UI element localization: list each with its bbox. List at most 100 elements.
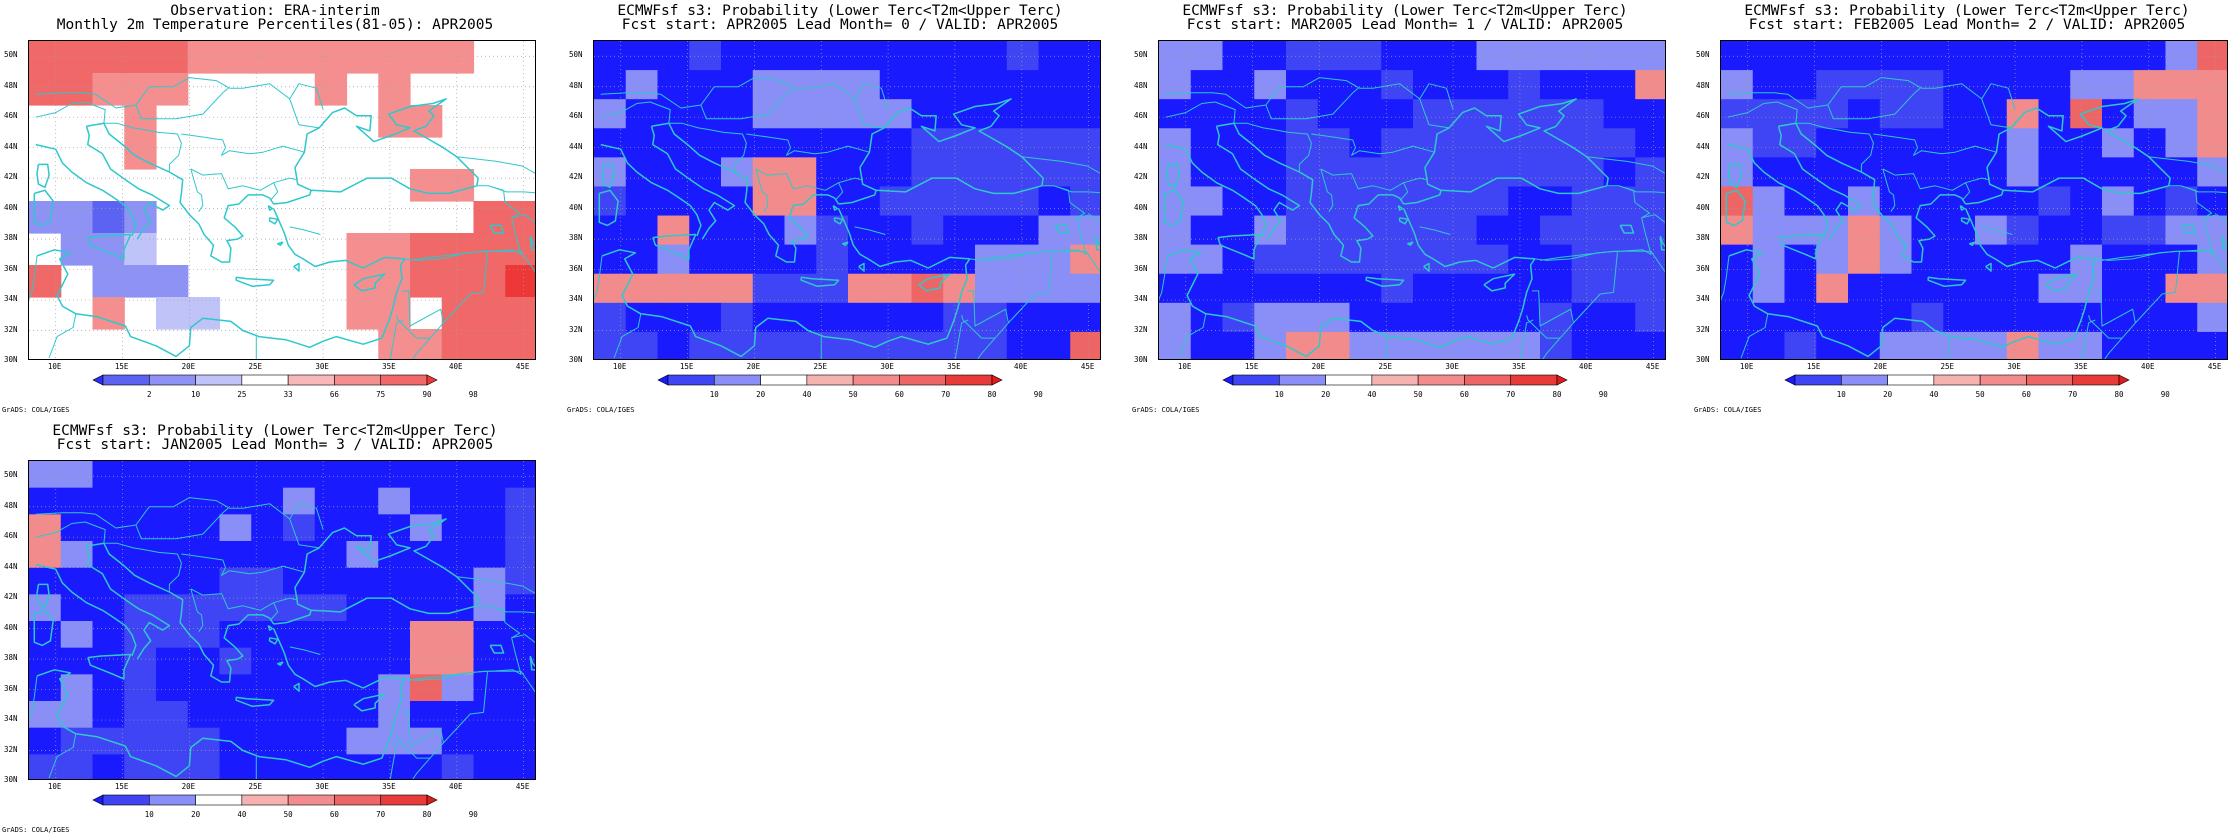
data-cell xyxy=(505,265,535,298)
data-cell xyxy=(1879,331,1913,359)
data-cell xyxy=(60,514,94,542)
lon-tick-label: 45E xyxy=(2207,362,2222,371)
data-cell xyxy=(1381,41,1414,71)
data-cell xyxy=(346,233,379,266)
data-cell xyxy=(816,70,849,100)
border-line xyxy=(1740,313,1769,359)
data-cell xyxy=(124,265,157,298)
data-cell xyxy=(2102,273,2135,304)
data-cell xyxy=(625,70,659,100)
data-cell xyxy=(92,674,125,702)
border-line xyxy=(755,168,769,212)
data-cell xyxy=(784,99,817,129)
data-cell xyxy=(1848,273,1881,304)
coastline xyxy=(1166,208,1536,358)
lat-tick-label: 50N xyxy=(1696,50,1710,60)
panel-lead-1: ECMWFsf s3: Probability (Lower Terc<T2m<… xyxy=(1132,0,1678,420)
data-cell xyxy=(1476,215,1509,246)
border-line xyxy=(1795,122,1874,172)
data-cell xyxy=(1540,70,1573,100)
coastline xyxy=(1216,122,1405,263)
border-line xyxy=(2104,337,2123,359)
colorbar-label: 10 xyxy=(191,390,201,399)
data-cell xyxy=(1190,41,1224,71)
panel-title-line2: Fcst start: FEB2005 Lead Month= 2 / VALI… xyxy=(1748,17,2186,33)
data-cell xyxy=(2038,331,2071,359)
colorbar-swatch xyxy=(241,794,289,806)
lon-tick-label: 40E xyxy=(449,362,463,371)
lat-tick-label: 38N xyxy=(1696,233,1710,243)
data-cell xyxy=(346,541,379,569)
border-line xyxy=(1052,250,1100,273)
coastline xyxy=(294,98,479,191)
data-cell xyxy=(60,41,94,74)
data-cell xyxy=(2197,128,2227,158)
colorbar-label: 75 xyxy=(376,390,386,399)
border-line xyxy=(1311,133,1435,156)
data-cell xyxy=(784,186,817,217)
data-cell xyxy=(283,514,316,542)
coastline xyxy=(276,661,284,666)
data-cell xyxy=(505,754,535,779)
border-line xyxy=(35,77,320,129)
data-cell xyxy=(1911,99,1944,129)
lon-tick-label: 20E xyxy=(746,362,761,371)
data-cell xyxy=(473,487,506,515)
coastline xyxy=(859,98,1044,191)
colorbar-label: 66 xyxy=(329,390,339,399)
data-cell xyxy=(2197,99,2227,129)
data-cell xyxy=(625,157,659,188)
data-cell xyxy=(1975,273,2008,304)
data-cell xyxy=(473,754,506,779)
coastline xyxy=(86,122,275,263)
colorbar-label: 2 xyxy=(147,390,152,399)
data-cell xyxy=(1413,157,1446,188)
data-cell xyxy=(505,674,535,702)
colorbar-swatch xyxy=(287,374,335,386)
border-line xyxy=(402,670,488,747)
colorbar-swatch xyxy=(1510,374,1558,386)
colorbar-svg xyxy=(92,374,438,386)
border-line xyxy=(835,182,844,200)
border-line xyxy=(1641,214,1665,223)
border-line xyxy=(456,576,535,614)
border-line xyxy=(1721,255,1730,301)
lat-tick-label: 36N xyxy=(569,263,583,273)
data-cell xyxy=(60,621,94,649)
lat-tick-label: 42N xyxy=(1696,172,1710,182)
data-cell xyxy=(1006,99,1040,129)
border-line xyxy=(755,168,862,191)
data-cell xyxy=(594,128,627,158)
lat-tick-label: 50N xyxy=(4,50,18,60)
data-cell xyxy=(378,754,411,779)
data-cell xyxy=(378,73,411,106)
data-cell xyxy=(156,41,189,74)
colorbar-swatch xyxy=(945,374,993,386)
data-cell xyxy=(219,567,252,595)
lat-tick-label: 34N xyxy=(1696,294,1710,303)
border-line xyxy=(594,255,603,301)
data-cell xyxy=(1943,302,1976,333)
data-cell xyxy=(784,70,817,100)
data-cell xyxy=(752,128,786,158)
data-cell xyxy=(187,727,221,755)
data-cell xyxy=(346,487,379,515)
data-cell xyxy=(187,647,221,675)
data-cell xyxy=(1317,244,1351,275)
data-cell xyxy=(1159,157,1192,188)
data-cell xyxy=(816,186,849,217)
data-cell xyxy=(2197,186,2227,217)
lat-tick-label: 40N xyxy=(4,622,18,632)
data-cell xyxy=(2070,99,2103,129)
coastline xyxy=(1054,224,1070,234)
data-cell xyxy=(1879,70,1913,100)
lon-tick-label: 10E xyxy=(612,362,627,371)
data-cell xyxy=(156,265,189,298)
colorbar-svg xyxy=(1222,374,1568,386)
lat-tick-label: 50N xyxy=(4,470,18,480)
data-cell xyxy=(1006,41,1040,71)
data-cell xyxy=(1222,70,1255,100)
data-cell xyxy=(378,265,411,298)
data-cell xyxy=(1752,41,1786,71)
panel-observation: Observation: ERA-interim Monthly 2m Temp… xyxy=(2,0,548,420)
